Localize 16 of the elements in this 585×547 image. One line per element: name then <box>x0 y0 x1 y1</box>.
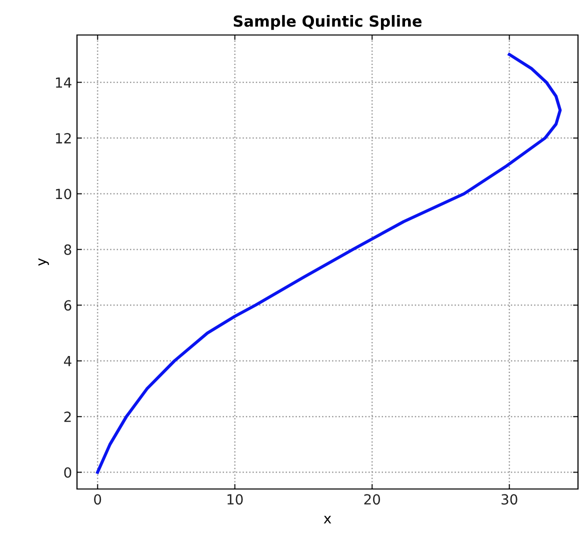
line-series <box>96 52 562 474</box>
y-tick-label: 8 <box>64 244 72 255</box>
y-axis-title: y <box>38 258 49 266</box>
y-tick-label: 6 <box>64 300 72 311</box>
x-tick-label: 20 <box>364 494 380 505</box>
chart-title: Sample Quintic Spline <box>234 15 422 30</box>
y-tick-label: 4 <box>64 356 72 366</box>
y-tick-label: 0 <box>64 467 72 478</box>
x-axis-title: x <box>324 516 332 524</box>
y-tick-label: 2 <box>64 412 71 422</box>
y-tick-label: 14 <box>56 78 72 88</box>
x-tick-label: 0 <box>94 494 102 505</box>
y-tick-label: 10 <box>56 188 72 200</box>
x-tick-label: 10 <box>228 494 243 505</box>
y-tick-label: 12 <box>56 133 71 144</box>
x-tick-label: 30 <box>502 494 518 505</box>
